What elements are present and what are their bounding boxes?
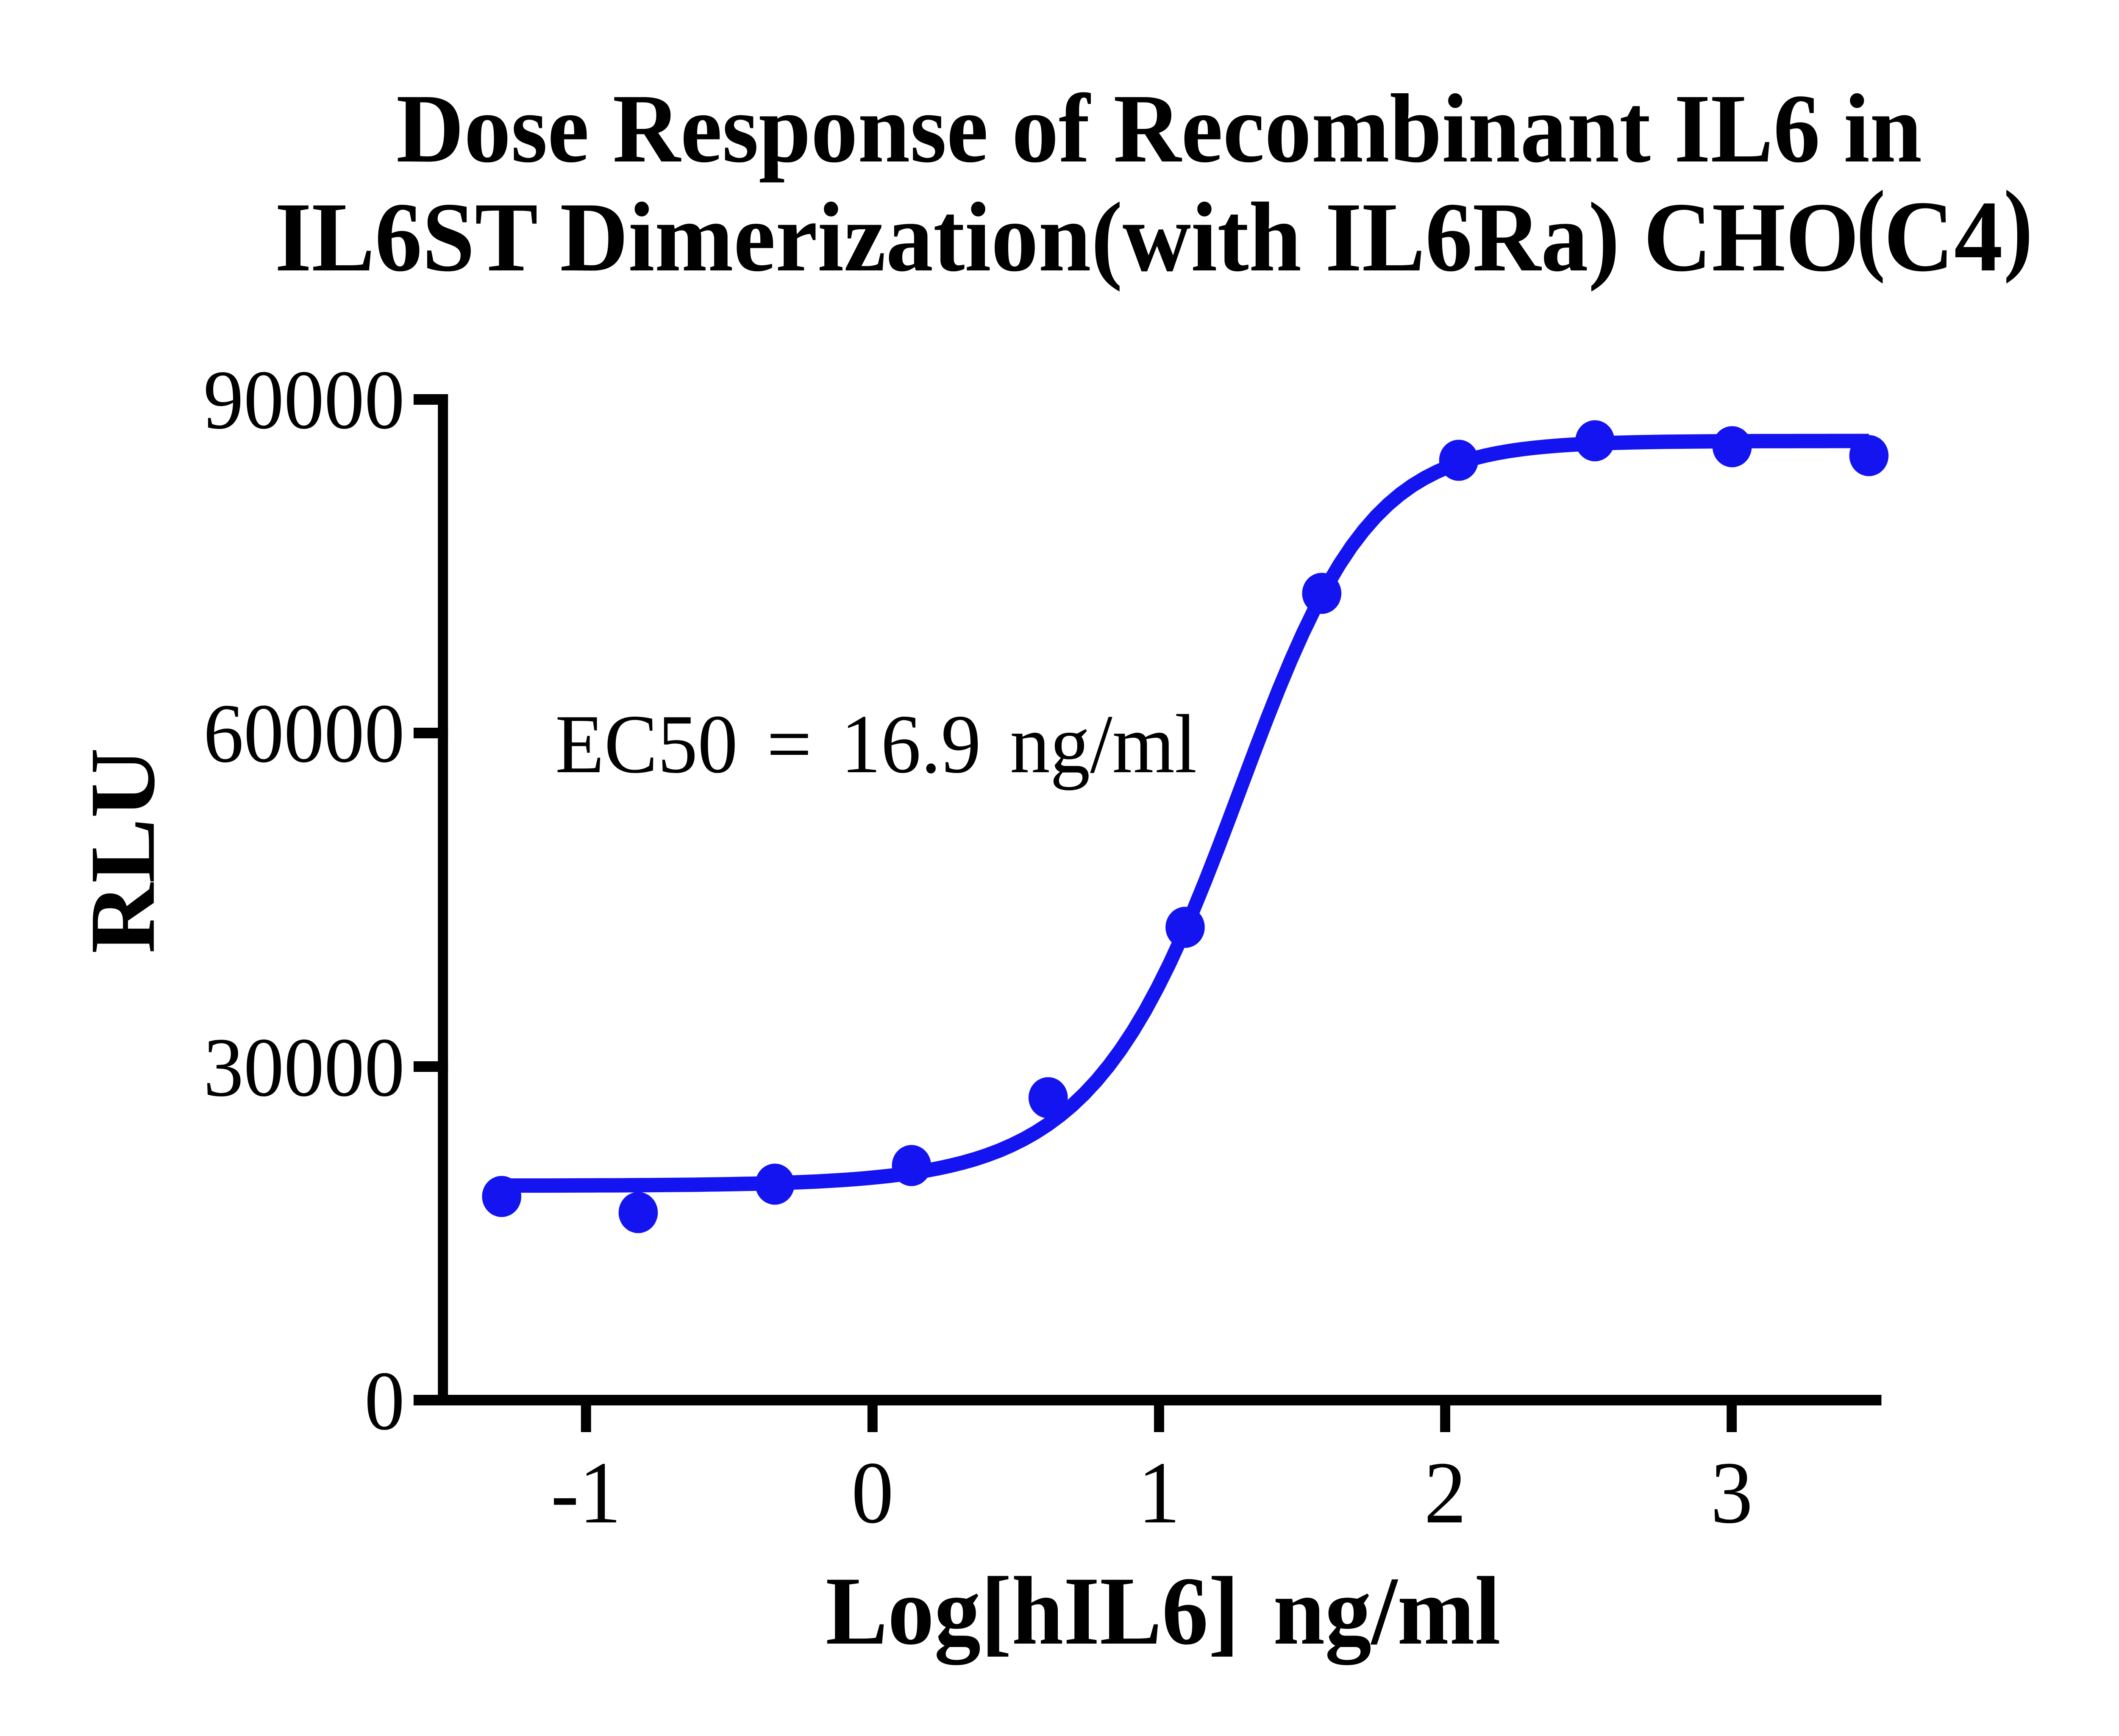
svg-text:90000: 90000 [203, 353, 405, 447]
svg-text:0: 0 [364, 1355, 405, 1448]
svg-text:C4: C4 [1884, 180, 2003, 293]
svg-text:EC50 = 16.9 ng/ml: EC50 = 16.9 ng/ml [555, 697, 1197, 790]
svg-text:Log[hIL6] ng/ml: Log[hIL6] ng/ml [826, 1557, 1501, 1665]
svg-text:0: 0 [851, 1444, 894, 1542]
svg-text:1: 1 [1138, 1444, 1180, 1542]
svg-text:3: 3 [1710, 1444, 1753, 1542]
svg-text:2: 2 [1424, 1444, 1466, 1542]
svg-text:RLU: RLU [71, 748, 174, 954]
svg-text:-1: -1 [551, 1444, 621, 1542]
svg-text:IL6ST Dimerization(with IL6Ra): IL6ST Dimerization(with IL6Ra) CHO [275, 182, 1859, 292]
svg-text:(: ( [1856, 170, 1885, 284]
svg-text:30000: 30000 [203, 1021, 405, 1114]
svg-text:): ) [2004, 170, 2033, 284]
svg-text:60000: 60000 [203, 687, 405, 780]
svg-text:Dose Response of Recombinant I: Dose Response of Recombinant IL6 in [396, 74, 1922, 183]
